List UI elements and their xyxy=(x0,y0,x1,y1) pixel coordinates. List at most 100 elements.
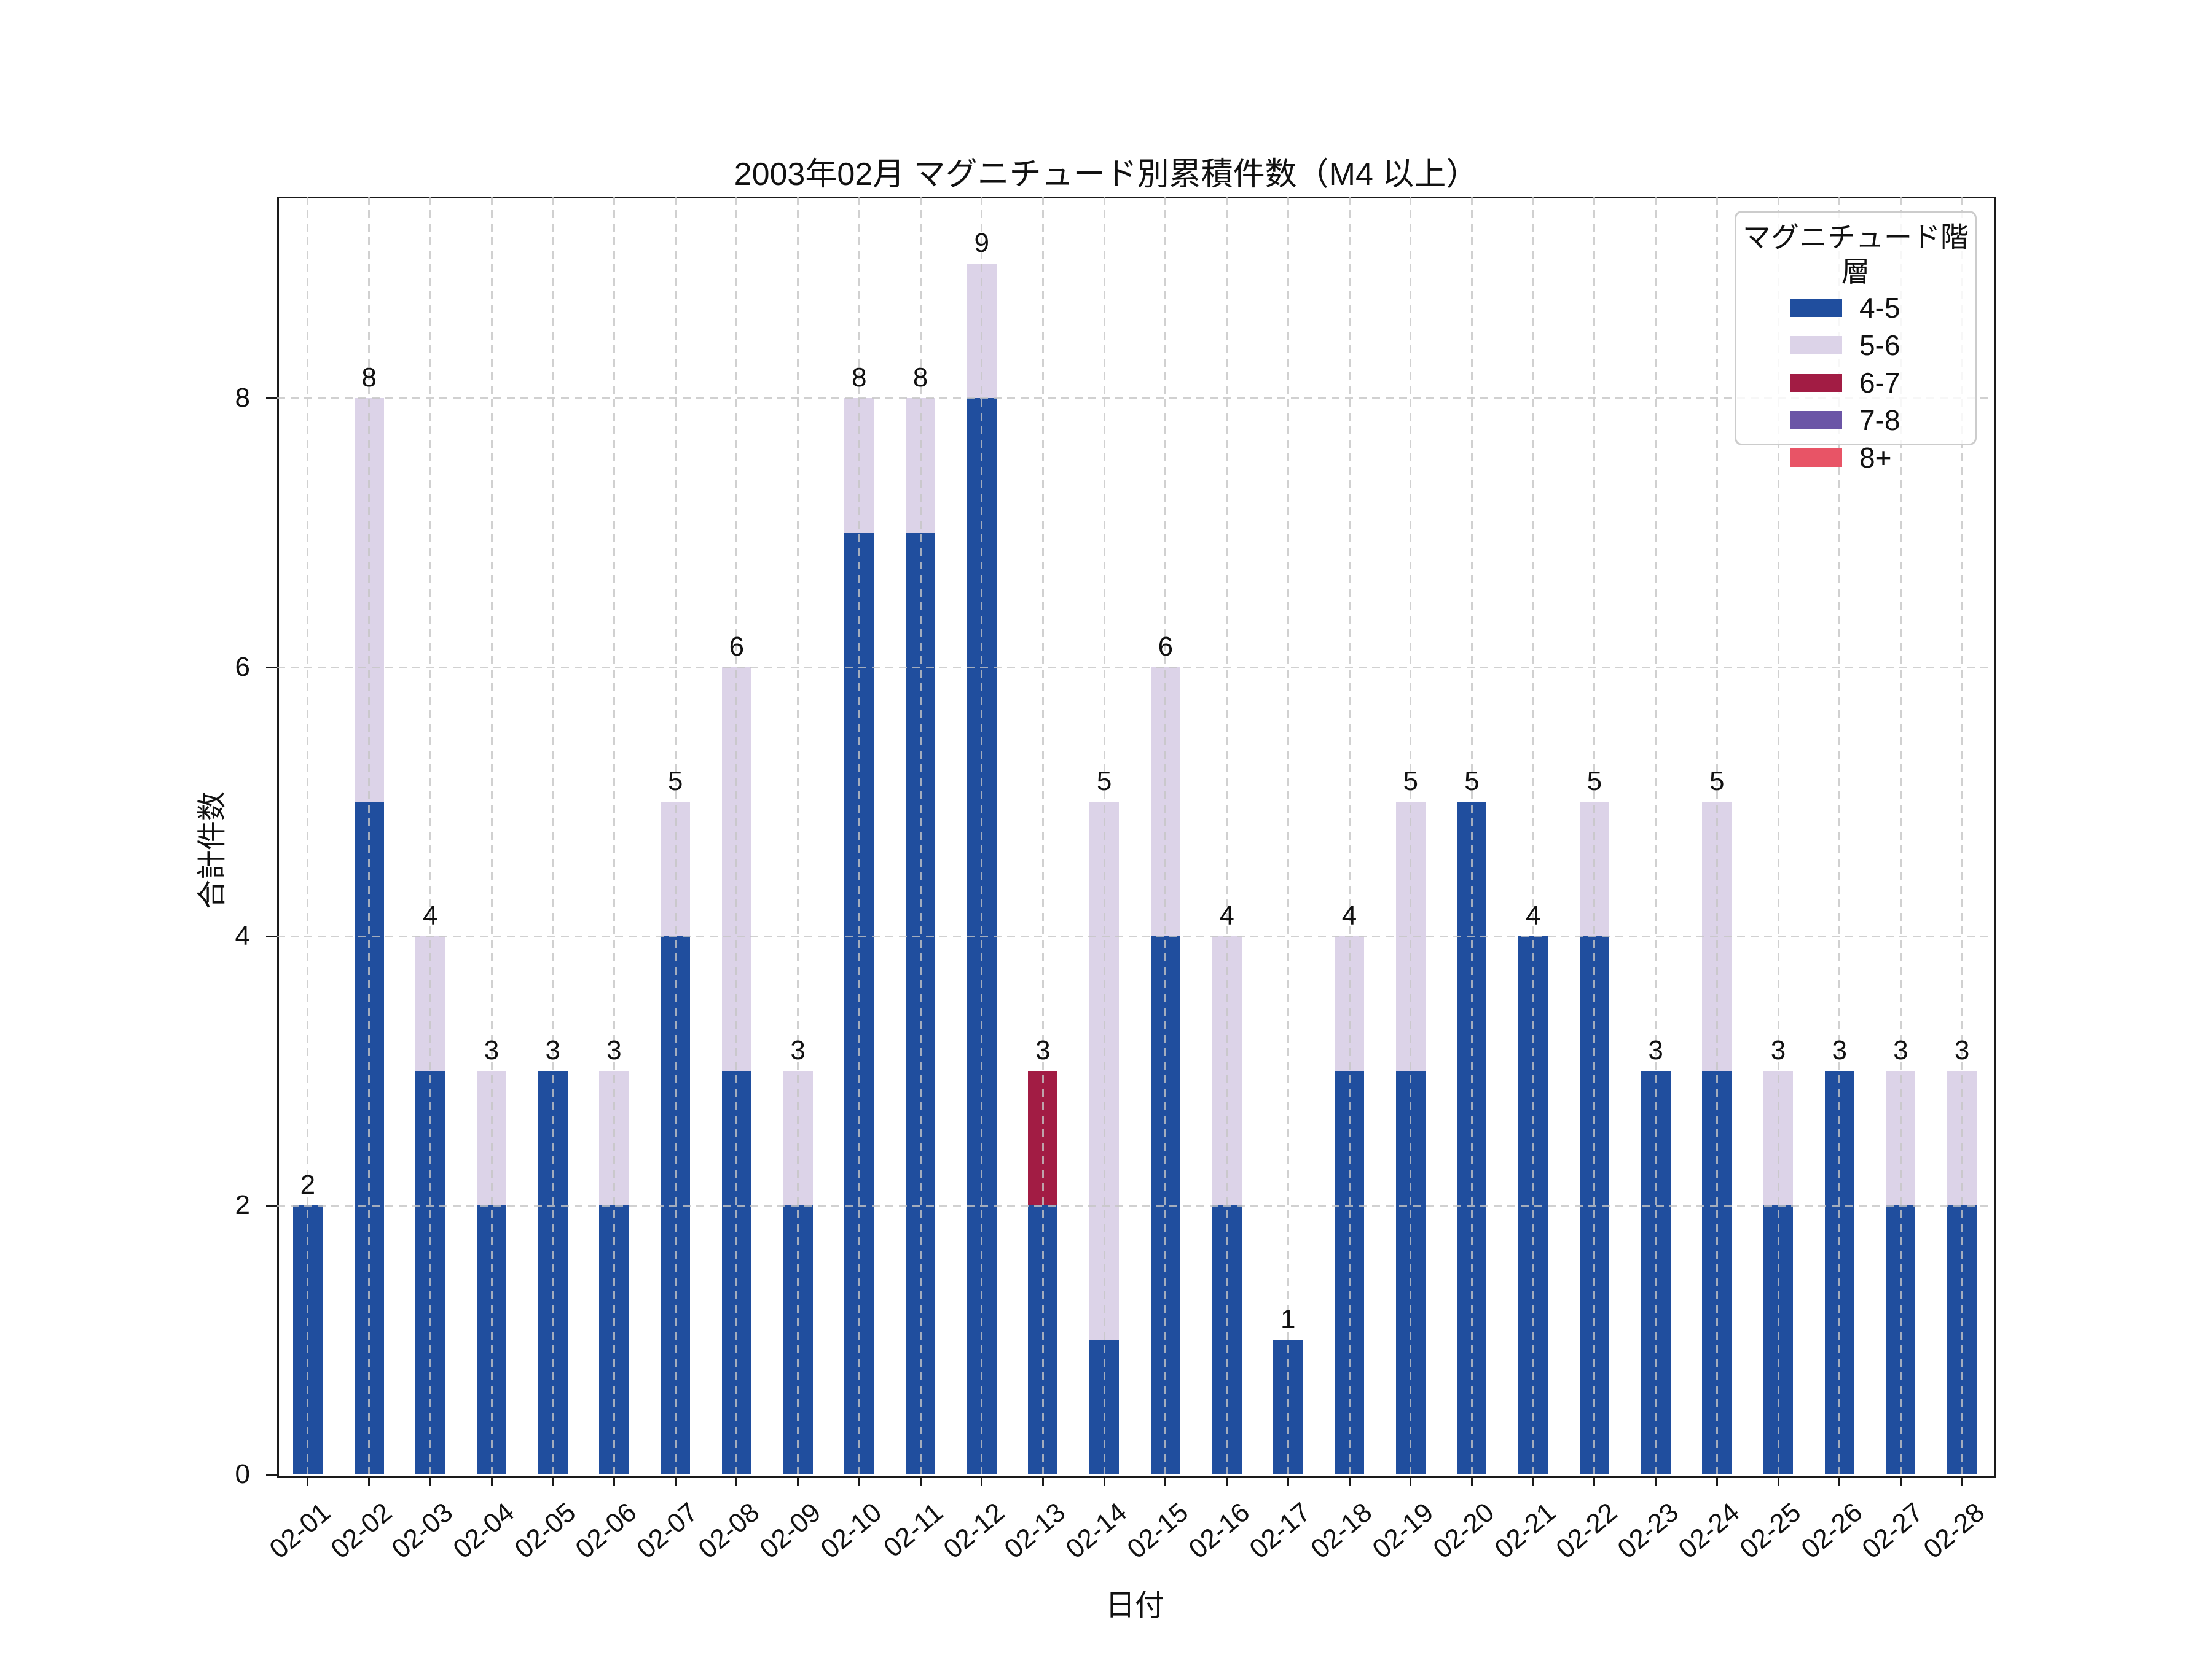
bar-value-label: 3 xyxy=(1954,1035,1970,1065)
bar-segment xyxy=(1395,1071,1426,1474)
bar-segment xyxy=(1579,802,1609,936)
bar-value-label: 5 xyxy=(1586,766,1602,796)
bar-segment xyxy=(967,398,997,1474)
legend-swatch xyxy=(1790,410,1842,429)
bar-segment xyxy=(1579,936,1609,1474)
bar-segment xyxy=(599,1071,629,1205)
x-tick xyxy=(1593,1476,1596,1486)
bar-segment xyxy=(1028,1205,1058,1474)
x-tick xyxy=(797,1476,799,1486)
bar-segment xyxy=(292,1205,323,1474)
x-tick xyxy=(1838,1476,1841,1486)
legend-swatch xyxy=(1790,335,1842,354)
bar-value-label: 3 xyxy=(790,1035,806,1065)
bar-value-label: 3 xyxy=(1035,1035,1051,1065)
bar-segment xyxy=(1824,1071,1854,1474)
bar-value-label: 4 xyxy=(423,901,438,931)
x-tick xyxy=(490,1476,493,1486)
x-tick xyxy=(1164,1476,1167,1486)
bar-segment xyxy=(1763,1205,1793,1474)
bar-segment xyxy=(477,1205,506,1474)
legend-item: 4-5 xyxy=(1736,289,1975,326)
x-tick xyxy=(1655,1476,1657,1486)
legend-item-label: 7-8 xyxy=(1859,404,1900,436)
bar-segment xyxy=(783,1205,813,1474)
legend-item-label: 6-7 xyxy=(1859,366,1900,399)
bar-value-label: 1 xyxy=(1281,1304,1296,1334)
bar-value-label: 4 xyxy=(1219,901,1234,931)
legend-item-label: 4-5 xyxy=(1859,291,1900,324)
bar-segment xyxy=(1457,802,1487,1474)
x-tick xyxy=(1470,1476,1473,1486)
bar-segment xyxy=(354,802,384,1474)
legend-item: 7-8 xyxy=(1736,401,1975,439)
x-tick xyxy=(919,1476,922,1486)
y-tick xyxy=(266,1204,277,1207)
bar-value-label: 9 xyxy=(974,228,989,258)
x-tick xyxy=(1716,1476,1718,1486)
y-tick xyxy=(266,666,277,668)
bar-segment xyxy=(538,1071,568,1474)
bar-segment xyxy=(967,264,997,398)
x-tick xyxy=(1777,1476,1779,1486)
chart-title: 2003年02月 マグニチュード別累積件数（M4 以上） xyxy=(734,157,1478,192)
bar-value-label: 3 xyxy=(606,1035,622,1065)
x-tick xyxy=(1532,1476,1534,1486)
y-axis-label: 合計件数 xyxy=(196,791,229,909)
bar-segment xyxy=(1518,936,1548,1474)
y-tick xyxy=(266,935,277,937)
bar-value-label: 4 xyxy=(1525,901,1541,931)
bar-segment xyxy=(477,1071,506,1205)
bar-segment xyxy=(415,1071,445,1474)
bar-segment xyxy=(1947,1071,1977,1205)
bar-value-label: 8 xyxy=(912,362,928,393)
bar-segment xyxy=(1150,667,1180,936)
bar-segment xyxy=(1089,1340,1120,1474)
x-tick xyxy=(1410,1476,1412,1486)
bar-value-label: 6 xyxy=(1158,632,1174,662)
bar-segment xyxy=(1212,936,1242,1205)
x-tick xyxy=(1899,1476,1902,1486)
x-tick xyxy=(307,1476,309,1486)
x-tick xyxy=(735,1476,738,1486)
bar-value-label: 6 xyxy=(729,632,745,662)
y-tick-label: 8 xyxy=(235,383,250,413)
x-axis-label: 日付 xyxy=(1105,1589,1164,1622)
y-tick-label: 0 xyxy=(235,1459,250,1489)
x-tick xyxy=(674,1476,677,1486)
bar-segment xyxy=(1395,802,1426,1071)
bar-segment xyxy=(661,802,691,936)
legend: マグニチュード階層 4-5 5-6 6-7 7-8 8+ xyxy=(1735,211,1977,473)
x-tick xyxy=(613,1476,615,1486)
legend-rows: 4-5 5-6 6-7 7-8 8+ xyxy=(1736,289,1975,476)
bar-value-label: 2 xyxy=(300,1170,316,1200)
y-tick xyxy=(266,397,277,399)
x-tick xyxy=(981,1476,983,1486)
bar-segment xyxy=(906,533,935,1474)
legend-swatch xyxy=(1790,448,1842,467)
legend-item: 8+ xyxy=(1736,439,1975,476)
bar-value-label: 8 xyxy=(361,362,377,393)
bar-segment xyxy=(1763,1071,1793,1205)
x-tick xyxy=(552,1476,554,1486)
bar-value-label: 4 xyxy=(1341,901,1357,931)
y-tick-label: 4 xyxy=(235,921,250,951)
x-tick xyxy=(1348,1476,1351,1486)
bar-segment xyxy=(1641,1071,1671,1474)
legend-item-label: 8+ xyxy=(1859,441,1892,474)
bar-segment xyxy=(1335,936,1364,1071)
x-tick xyxy=(1041,1476,1044,1486)
x-tick xyxy=(1287,1476,1289,1486)
bar-value-label: 3 xyxy=(1648,1035,1663,1065)
bar-segment xyxy=(721,1071,751,1474)
bar-value-label: 5 xyxy=(667,766,683,796)
legend-item: 5-6 xyxy=(1736,326,1975,364)
bar-segment xyxy=(661,936,691,1474)
bar-segment xyxy=(1702,1071,1732,1474)
bar-segment xyxy=(1886,1205,1916,1474)
x-tick xyxy=(1226,1476,1228,1486)
bar-segment xyxy=(906,398,935,533)
x-tick xyxy=(1103,1476,1105,1486)
bar-segment xyxy=(721,667,751,1071)
